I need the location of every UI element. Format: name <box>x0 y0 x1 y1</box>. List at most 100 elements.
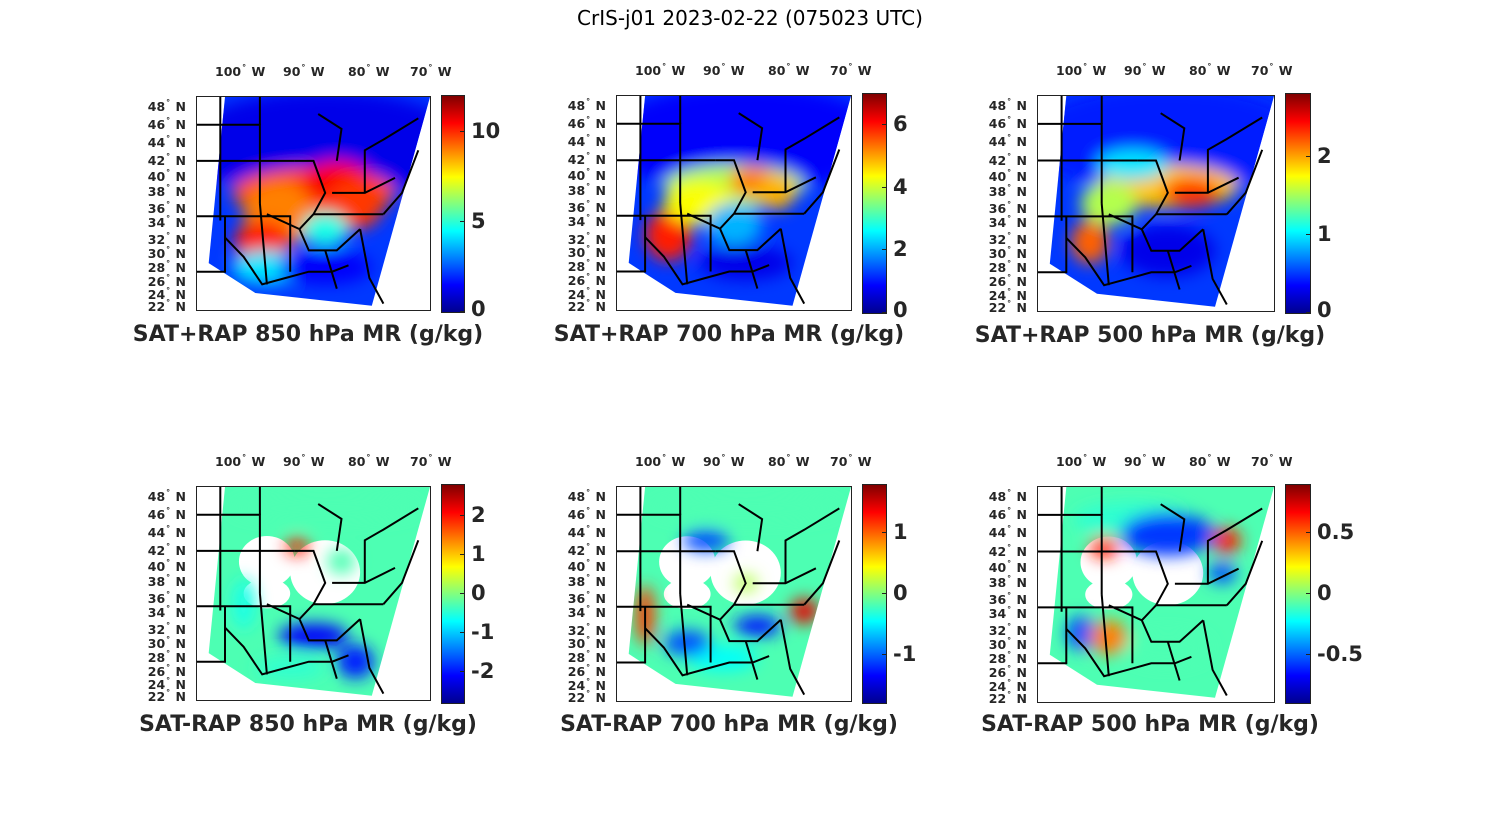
map-canvas <box>197 487 430 696</box>
lat-tick-label: 28° N <box>567 649 606 666</box>
panel-title: SAT-RAP 500 hPa MR (g/kg) <box>981 712 1319 737</box>
lat-tick-label: 30° N <box>147 244 186 261</box>
colorbar-tick <box>460 670 464 672</box>
state-border <box>224 149 420 305</box>
field-blob <box>231 250 302 285</box>
lat-tick-label: 36° N <box>567 199 606 216</box>
field-blob <box>1080 182 1138 225</box>
lat-tick-label: 32° N <box>147 620 186 637</box>
missing-data-patch <box>663 579 711 609</box>
map-axes <box>196 96 431 311</box>
colorbar-tick <box>460 311 464 312</box>
data-swath <box>208 487 430 696</box>
lon-tick-label: 90° W <box>283 453 325 469</box>
lon-tick-label: 70° W <box>410 453 452 469</box>
lat-tick-label: 38° N <box>147 182 186 199</box>
lat-tick-label: 42° N <box>147 152 186 169</box>
state-border <box>639 96 689 285</box>
lat-tick-label: 46° N <box>567 114 606 131</box>
field-blob <box>705 203 763 246</box>
colorbar-tick <box>460 515 464 517</box>
lat-tick-label: 34° N <box>147 213 186 230</box>
lat-tick-label: 34° N <box>567 213 606 230</box>
lat-tick-label: 38° N <box>147 572 186 589</box>
colorbar-tick-label: 0 <box>893 298 908 322</box>
state-border <box>1108 550 1204 643</box>
lat-tick-label: 22° N <box>147 297 186 314</box>
lat-tick-label: 46° N <box>988 506 1027 523</box>
lat-tick-label: 22° N <box>567 297 606 314</box>
colorbar-tick-label: -1 <box>893 641 917 666</box>
lat-tick-label: 40° N <box>988 167 1027 184</box>
lat-tick-label: 36° N <box>988 591 1027 608</box>
colorbar-tick <box>460 131 464 132</box>
lat-tick-label: 22° N <box>147 687 186 704</box>
lat-tick-label: 42° N <box>988 151 1027 168</box>
lat-tick-label: 36° N <box>147 589 186 606</box>
field-blob <box>336 644 375 679</box>
lat-tick-label: 48° N <box>988 487 1027 504</box>
lon-tick-label: 100° W <box>215 63 266 79</box>
colorbar <box>441 95 465 313</box>
lat-tick-label: 26° N <box>988 273 1027 290</box>
lon-tick-label: 90° W <box>703 62 745 78</box>
field-blob <box>1120 512 1215 556</box>
lat-tick-label: 42° N <box>567 151 606 168</box>
lon-tick-label: 70° W <box>830 453 872 469</box>
colorbar-tick <box>882 124 886 126</box>
colorbar-tick-label: 2 <box>1317 143 1332 168</box>
colorbar-tick-label: 5 <box>471 209 486 233</box>
lat-tick-label: 32° N <box>147 230 186 247</box>
map-canvas <box>617 487 851 697</box>
state-border <box>1065 540 1264 696</box>
panel-title: SAT+RAP 850 hPa MR (g/kg) <box>132 322 484 347</box>
field-blob <box>278 623 349 649</box>
lon-tick-label: 70° W <box>830 62 872 78</box>
lon-tick-label: 100° W <box>215 453 266 469</box>
map-canvas <box>617 96 851 306</box>
lat-tick-label: 40° N <box>567 167 606 184</box>
lat-tick-label: 24° N <box>567 677 606 694</box>
lat-tick-label: 22° N <box>988 298 1027 315</box>
lat-tick-label: 40° N <box>147 558 186 574</box>
colorbar-tick-label: 1 <box>1317 221 1332 246</box>
colorbar-tick-label: 1 <box>893 520 908 545</box>
lat-tick-label: 32° N <box>988 231 1027 248</box>
state-border <box>686 159 782 252</box>
lat-tick-label: 46° N <box>147 115 186 132</box>
field-blob <box>278 250 372 285</box>
colorbar-tick-label: 10 <box>471 119 501 143</box>
lon-tick-label: 80° W <box>768 453 810 469</box>
colorbar-tick-label: 0 <box>893 581 908 605</box>
lat-tick-label: 38° N <box>988 182 1027 199</box>
lat-tick-label: 26° N <box>567 663 606 680</box>
state-border <box>1156 112 1263 216</box>
field-blob <box>682 529 730 552</box>
lat-tick-label: 24° N <box>147 676 186 693</box>
field-blob <box>285 538 309 556</box>
lat-tick-label: 48° N <box>988 96 1027 113</box>
colorbar-tick <box>882 186 886 188</box>
state-border <box>686 550 782 643</box>
lat-tick-label: 48° N <box>147 487 186 504</box>
lat-tick-label: 28° N <box>147 648 186 665</box>
state-border <box>1108 159 1204 252</box>
lat-tick-label: 48° N <box>567 487 606 504</box>
colorbar-tick <box>882 312 886 313</box>
colorbar-tick <box>460 554 464 556</box>
panel-title: SAT-RAP 850 hPa MR (g/kg) <box>139 712 477 737</box>
field-blob <box>687 645 758 672</box>
lat-tick-label: 44° N <box>567 524 606 541</box>
lat-tick-label: 46° N <box>147 505 186 522</box>
missing-data-patch <box>1132 540 1204 606</box>
lat-tick-label: 30° N <box>988 245 1027 262</box>
state-border <box>1038 122 1138 274</box>
map-axes <box>616 95 852 311</box>
lat-tick-label: 38° N <box>567 182 606 199</box>
figure-title: CrIS-j01 2023-02-22 (075023 UTC) <box>577 6 923 30</box>
colorbar-tick-label: -0.5 <box>1317 641 1363 666</box>
lat-tick-label: 42° N <box>567 542 606 559</box>
state-border <box>219 97 268 285</box>
lon-tick-label: 70° W <box>1251 453 1293 469</box>
lon-tick-label: 80° W <box>348 453 390 469</box>
